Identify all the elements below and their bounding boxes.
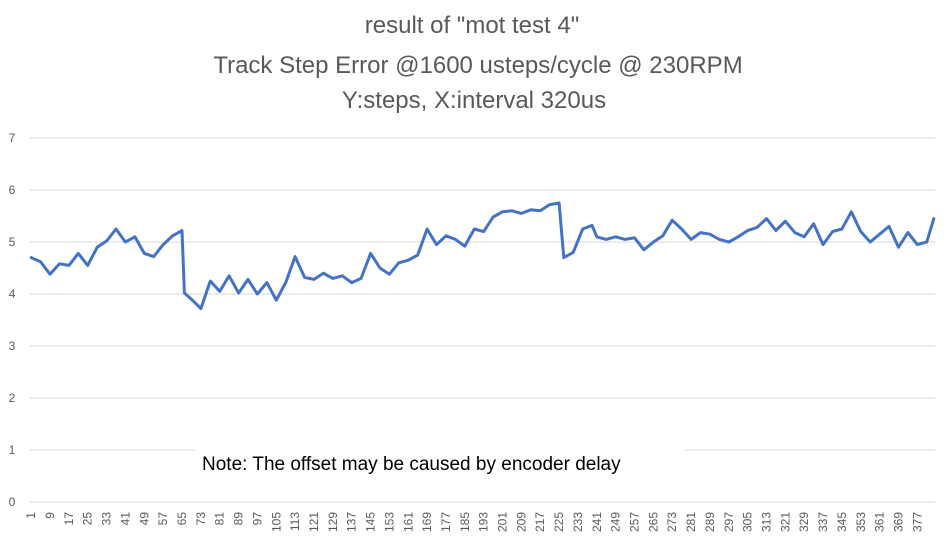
annotation-text: Note: The offset may be caused by encode… — [202, 454, 621, 475]
x-tick-label: 1 — [24, 512, 38, 519]
annotation: Note: The offset may be caused by encode… — [195, 446, 685, 480]
x-tick-label: 113 — [288, 512, 302, 531]
y-tick-label: 5 — [9, 235, 16, 249]
x-tick-label: 89 — [232, 512, 246, 526]
x-tick-label: 73 — [194, 512, 208, 526]
x-tick-label: 129 — [326, 512, 340, 532]
x-tick-label: 17 — [62, 512, 76, 526]
chart-title-line-1: result of "mot test 4" — [365, 12, 579, 39]
annotation-background — [195, 446, 685, 480]
x-tick-label: 201 — [496, 512, 510, 532]
x-tick-label: 97 — [250, 512, 264, 526]
x-tick-label: 249 — [609, 512, 623, 532]
x-tick-label: 265 — [646, 512, 660, 532]
x-tick-label: 9 — [43, 512, 57, 519]
x-tick-label: 193 — [477, 512, 491, 532]
x-tick-label: 241 — [590, 512, 604, 532]
x-tick-label: 361 — [873, 512, 887, 532]
x-tick-label: 305 — [741, 512, 755, 532]
y-tick-label: 7 — [9, 131, 16, 145]
x-tick-label: 49 — [137, 512, 151, 526]
x-tick-label: 137 — [345, 512, 359, 532]
x-tick-label: 177 — [439, 512, 453, 532]
x-tick-label: 57 — [156, 512, 170, 526]
x-tick-label: 297 — [722, 512, 736, 532]
y-tick-label: 0 — [9, 495, 16, 509]
x-tick-label: 25 — [81, 512, 95, 526]
x-tick-label: 169 — [420, 512, 434, 532]
x-tick-label: 209 — [514, 512, 528, 532]
x-tick-label: 321 — [778, 512, 792, 532]
gridlines — [30, 137, 935, 451]
x-tick-label: 33 — [100, 512, 114, 526]
y-tick-label: 4 — [9, 287, 16, 301]
x-tick-label: 161 — [401, 512, 415, 532]
x-tick-label: 185 — [458, 512, 472, 532]
y-tick-label: 2 — [9, 391, 16, 405]
x-tick-label: 121 — [307, 512, 321, 532]
x-tick-label: 337 — [816, 512, 830, 532]
x-tick-label: 345 — [835, 512, 849, 532]
y-tick-label: 6 — [9, 183, 16, 197]
y-tick-label: 3 — [9, 339, 16, 353]
x-tick-label: 145 — [364, 512, 378, 532]
x-tick-label: 81 — [213, 512, 227, 526]
x-tick-label: 233 — [571, 512, 585, 532]
x-tick-label: 257 — [628, 512, 642, 532]
x-axis-ticks: 1 9 17 25 33 41 49 57 65 73 81 89 97 105 113 121 129 137 1… — [24, 512, 924, 532]
y-axis-ticks: 0 1 2 3 4 5 6 7 — [9, 131, 16, 509]
x-tick-label: 329 — [797, 512, 811, 532]
x-tick-label: 289 — [703, 512, 717, 532]
chart-title: result of "mot test 4" Track Step Error … — [213, 12, 742, 114]
x-tick-label: 217 — [533, 512, 547, 532]
x-tick-label: 225 — [552, 512, 566, 532]
chart-title-line-3: Y:steps, X:interval 320us — [342, 87, 606, 114]
x-tick-label: 369 — [891, 512, 905, 532]
x-tick-label: 377 — [910, 512, 924, 532]
y-tick-label: 1 — [9, 443, 16, 457]
x-tick-label: 313 — [759, 512, 773, 532]
x-tick-label: 41 — [118, 512, 132, 526]
x-tick-label: 65 — [175, 512, 189, 526]
series-line-0 — [29, 201, 936, 311]
x-tick-label: 153 — [382, 512, 396, 532]
chart-title-line-2: Track Step Error @1600 usteps/cycle @ 23… — [213, 52, 742, 79]
x-tick-label: 281 — [684, 512, 698, 532]
x-tick-label: 353 — [854, 512, 868, 532]
x-tick-label: 105 — [269, 512, 283, 532]
series-group — [29, 201, 936, 311]
x-tick-label: 273 — [665, 512, 679, 532]
